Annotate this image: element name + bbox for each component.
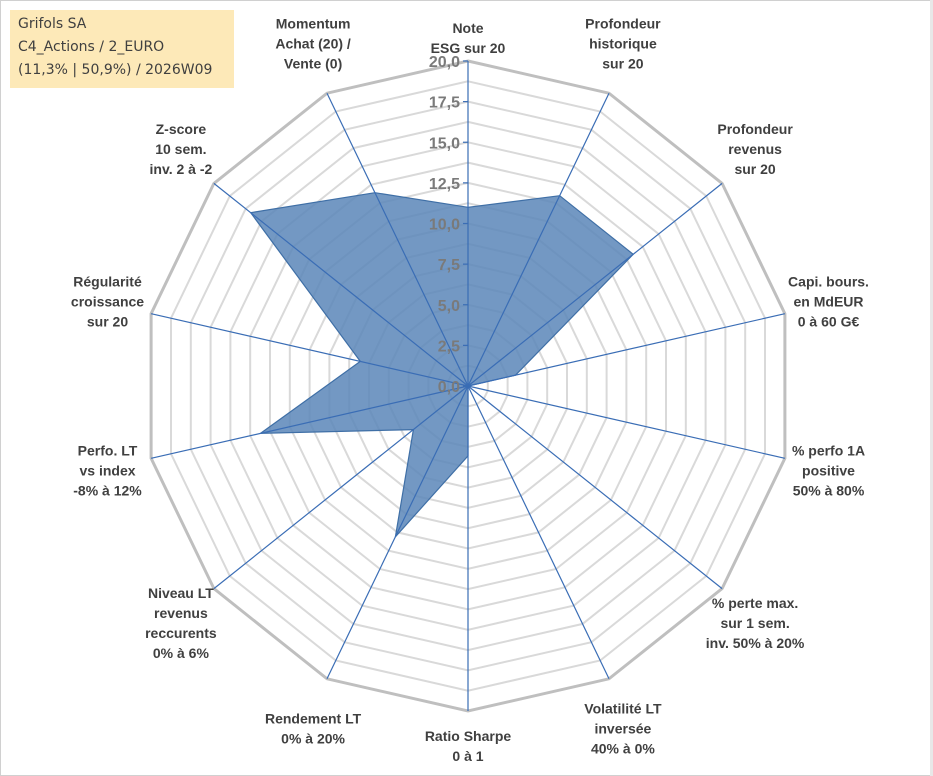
radar-axis-labels: Note ESG sur 20 Profondeur historique sur 20… <box>71 16 869 764</box>
axis-label-line: 0 à 60 G€ <box>798 313 860 329</box>
axis-label-line: inv. 2 à -2 <box>150 161 213 177</box>
axis-label-6: Volatilité LT inversée 40% à 0% <box>584 700 662 756</box>
right-edge-bar <box>930 0 933 776</box>
axis-label-line: sur 1 sem. <box>720 615 789 631</box>
tick-label: 17,5 <box>429 95 460 112</box>
axis-label-8: Rendement LT 0% à 20% <box>265 710 362 746</box>
axis-label-line: historique <box>589 36 657 52</box>
axis-spoke <box>467 385 786 459</box>
tick-label: 7,5 <box>438 257 460 274</box>
axis-label-line: sur 20 <box>602 56 643 72</box>
axis-label-line: Achat (20) / <box>275 36 351 52</box>
axis-spoke <box>213 182 469 387</box>
axis-spoke <box>150 313 469 387</box>
tick-label: 20,0 <box>429 54 460 71</box>
tick-label: 2,5 <box>438 338 460 355</box>
axis-label-line: Ratio Sharpe <box>425 728 512 744</box>
axis-spoke <box>467 92 610 387</box>
axis-label-line: 0% à 6% <box>153 645 210 661</box>
axis-label-5: % perte max. sur 1 sem. inv. 50% à 20% <box>706 595 805 651</box>
axis-label-line: Profondeur <box>585 16 661 32</box>
info-company-name: Grifols SA <box>18 16 87 32</box>
axis-label-line: croissance <box>71 293 144 309</box>
axis-label-line: Vente (0) <box>284 56 342 72</box>
axis-label-1: Profondeur historique sur 20 <box>585 16 661 72</box>
axis-label-line: Z-score <box>156 121 207 137</box>
tick-label: 5,0 <box>438 298 460 315</box>
axis-spoke <box>213 385 469 590</box>
axis-label-line: revenus <box>728 141 782 157</box>
axis-label-line: 0 à 1 <box>452 748 483 764</box>
tick-label: 10,0 <box>429 217 460 234</box>
radar-tick-labels: 0,0 2,5 5,0 7,5 10,0 12,5 15,0 17,5 20,0 <box>429 54 468 396</box>
axis-label-line: sur 20 <box>734 161 775 177</box>
tick-label: 15,0 <box>429 135 460 152</box>
tick-label: 12,5 <box>429 176 460 193</box>
axis-label-line: sur 20 <box>87 313 128 329</box>
axis-label-line: -8% à 12% <box>73 483 142 499</box>
axis-spoke <box>467 385 610 680</box>
axis-label-line: Momentum <box>276 16 351 32</box>
axis-label-3: Capi. bours. en MdEUR 0 à 60 G€ <box>788 273 869 329</box>
axis-label-line: Rendement LT <box>265 710 362 726</box>
axis-label-12: Z-score 10 sem. inv. 2 à -2 <box>150 121 213 177</box>
axis-label-9: Niveau LT revenus reccurents 0% à 6% <box>145 585 217 661</box>
axis-spoke <box>326 385 469 680</box>
axis-label-11: Régularité croissance sur 20 <box>71 273 144 329</box>
axis-label-line: revenus <box>154 605 208 621</box>
axis-label-line: 50% à 80% <box>793 483 865 499</box>
axis-label-line: 40% à 0% <box>591 740 655 756</box>
axis-label-line: ESG sur 20 <box>431 40 506 56</box>
axis-label-10: Perfo. LT vs index -8% à 12% <box>73 443 142 499</box>
axis-spoke <box>150 385 469 459</box>
axis-label-line: Profondeur <box>717 121 793 137</box>
axis-label-line: 0% à 20% <box>281 730 345 746</box>
axis-label-13: Momentum Achat (20) / Vente (0) <box>275 16 351 72</box>
axis-label-line: Capi. bours. <box>788 273 869 289</box>
axis-label-line: % perfo 1A <box>792 443 865 459</box>
axis-label-7: Ratio Sharpe 0 à 1 <box>425 728 512 764</box>
axis-label-line: inv. 50% à 20% <box>706 635 805 651</box>
axis-spoke <box>467 182 723 387</box>
axis-label-line: positive <box>802 463 855 479</box>
axis-label-line: Régularité <box>73 273 142 289</box>
info-category: C4_Actions / 2_EURO <box>18 39 165 55</box>
axis-spoke <box>326 92 469 387</box>
info-box: Grifols SA C4_Actions / 2_EURO (11,3% | … <box>10 10 234 88</box>
axis-label-line: Note <box>452 20 483 36</box>
axis-label-line: Perfo. LT <box>78 443 138 459</box>
axis-label-line: 10 sem. <box>155 141 206 157</box>
axis-label-line: en MdEUR <box>794 293 864 309</box>
axis-label-line: Niveau LT <box>148 585 214 601</box>
axis-label-4: % perfo 1A positive 50% à 80% <box>792 443 865 499</box>
axis-label-0: Note ESG sur 20 <box>431 20 506 56</box>
info-stats: (11,3% | 50,9%) / 2026W09 <box>18 62 213 78</box>
axis-spoke <box>467 385 723 590</box>
axis-label-line: % perte max. <box>712 595 798 611</box>
axis-label-line: inversée <box>594 720 651 736</box>
axis-label-line: Volatilité LT <box>584 700 662 716</box>
axis-label-line: vs index <box>79 463 135 479</box>
axis-label-line: reccurents <box>145 625 217 641</box>
axis-label-2: Profondeur revenus sur 20 <box>717 121 793 177</box>
tick-label: 0,0 <box>438 379 460 396</box>
axis-spoke <box>467 313 786 387</box>
